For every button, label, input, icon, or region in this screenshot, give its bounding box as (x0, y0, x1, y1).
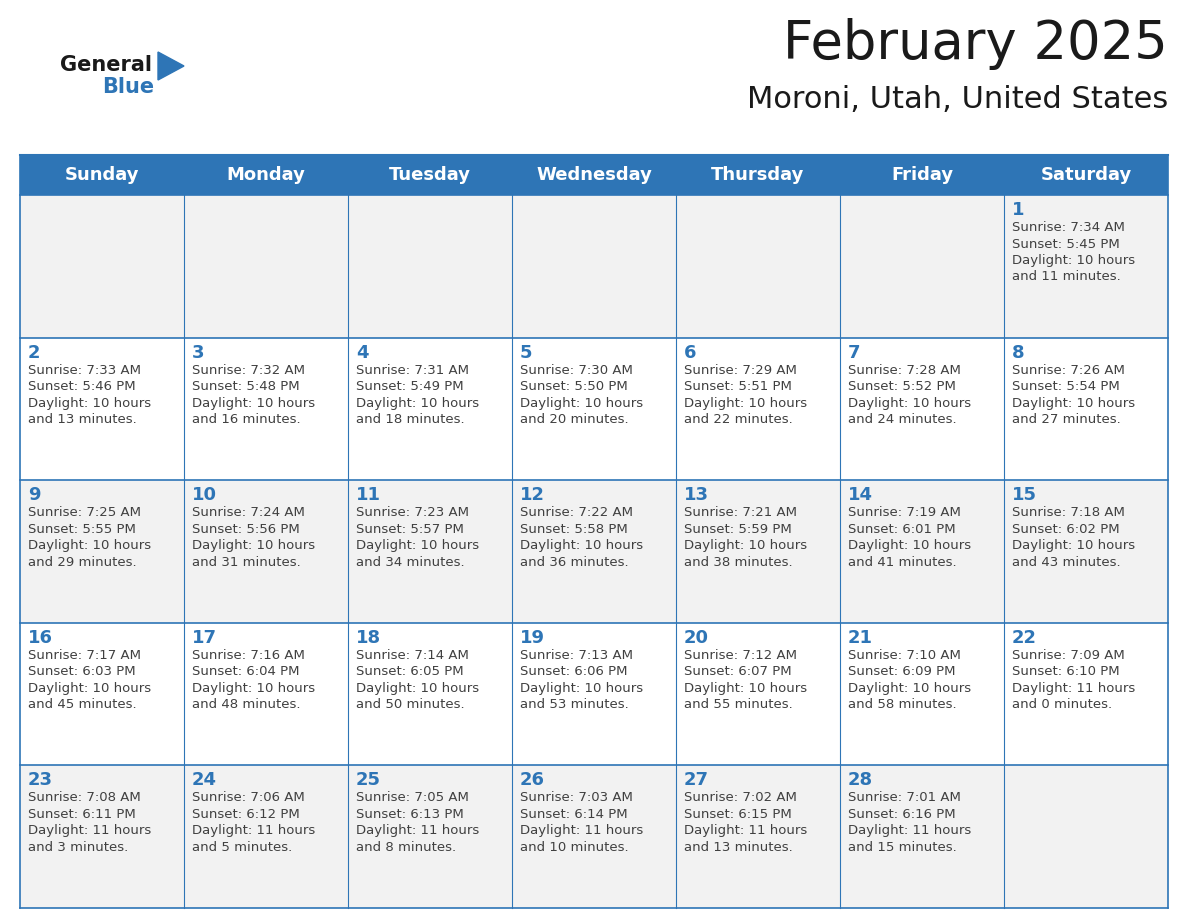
Text: 1: 1 (1012, 201, 1024, 219)
Text: 7: 7 (848, 343, 860, 362)
Text: 4: 4 (356, 343, 368, 362)
Text: Sunrise: 7:17 AM
Sunset: 6:03 PM
Daylight: 10 hours
and 45 minutes.: Sunrise: 7:17 AM Sunset: 6:03 PM Dayligh… (29, 649, 151, 711)
Text: Sunrise: 7:18 AM
Sunset: 6:02 PM
Daylight: 10 hours
and 43 minutes.: Sunrise: 7:18 AM Sunset: 6:02 PM Dayligh… (1012, 506, 1135, 568)
Text: Sunrise: 7:01 AM
Sunset: 6:16 PM
Daylight: 11 hours
and 15 minutes.: Sunrise: 7:01 AM Sunset: 6:16 PM Dayligh… (848, 791, 972, 854)
Text: 12: 12 (520, 487, 545, 504)
Text: 24: 24 (192, 771, 217, 789)
Text: 23: 23 (29, 771, 53, 789)
Text: 14: 14 (848, 487, 873, 504)
Text: General: General (61, 55, 152, 75)
Text: Tuesday: Tuesday (388, 166, 470, 184)
Bar (20, 195, 1168, 338)
Text: 19: 19 (520, 629, 545, 647)
Text: 6: 6 (684, 343, 696, 362)
Text: 17: 17 (192, 629, 217, 647)
Text: 26: 26 (520, 771, 545, 789)
Text: 20: 20 (684, 629, 709, 647)
Text: 10: 10 (192, 487, 217, 504)
Text: Sunrise: 7:28 AM
Sunset: 5:52 PM
Daylight: 10 hours
and 24 minutes.: Sunrise: 7:28 AM Sunset: 5:52 PM Dayligh… (848, 364, 971, 426)
Text: 27: 27 (684, 771, 709, 789)
Text: Sunrise: 7:10 AM
Sunset: 6:09 PM
Daylight: 10 hours
and 58 minutes.: Sunrise: 7:10 AM Sunset: 6:09 PM Dayligh… (848, 649, 971, 711)
Text: Sunrise: 7:25 AM
Sunset: 5:55 PM
Daylight: 10 hours
and 29 minutes.: Sunrise: 7:25 AM Sunset: 5:55 PM Dayligh… (29, 506, 151, 568)
Text: 13: 13 (684, 487, 709, 504)
Text: Sunrise: 7:14 AM
Sunset: 6:05 PM
Daylight: 10 hours
and 50 minutes.: Sunrise: 7:14 AM Sunset: 6:05 PM Dayligh… (356, 649, 479, 711)
Text: Sunrise: 7:19 AM
Sunset: 6:01 PM
Daylight: 10 hours
and 41 minutes.: Sunrise: 7:19 AM Sunset: 6:01 PM Dayligh… (848, 506, 971, 568)
Text: February 2025: February 2025 (783, 18, 1168, 70)
Bar (20, 480, 1168, 622)
Text: Wednesday: Wednesday (536, 166, 652, 184)
Text: Sunrise: 7:12 AM
Sunset: 6:07 PM
Daylight: 10 hours
and 55 minutes.: Sunrise: 7:12 AM Sunset: 6:07 PM Dayligh… (684, 649, 807, 711)
Text: 28: 28 (848, 771, 873, 789)
Text: Sunrise: 7:21 AM
Sunset: 5:59 PM
Daylight: 10 hours
and 38 minutes.: Sunrise: 7:21 AM Sunset: 5:59 PM Dayligh… (684, 506, 807, 568)
Text: Sunrise: 7:22 AM
Sunset: 5:58 PM
Daylight: 10 hours
and 36 minutes.: Sunrise: 7:22 AM Sunset: 5:58 PM Dayligh… (520, 506, 643, 568)
Text: 2: 2 (29, 343, 40, 362)
Text: Thursday: Thursday (712, 166, 804, 184)
Bar (20, 338, 1168, 480)
Text: 8: 8 (1012, 343, 1024, 362)
Text: 18: 18 (356, 629, 381, 647)
Bar (20, 155, 1168, 195)
Text: Sunrise: 7:30 AM
Sunset: 5:50 PM
Daylight: 10 hours
and 20 minutes.: Sunrise: 7:30 AM Sunset: 5:50 PM Dayligh… (520, 364, 643, 426)
Text: Sunrise: 7:16 AM
Sunset: 6:04 PM
Daylight: 10 hours
and 48 minutes.: Sunrise: 7:16 AM Sunset: 6:04 PM Dayligh… (192, 649, 315, 711)
Text: 25: 25 (356, 771, 381, 789)
Text: Sunrise: 7:29 AM
Sunset: 5:51 PM
Daylight: 10 hours
and 22 minutes.: Sunrise: 7:29 AM Sunset: 5:51 PM Dayligh… (684, 364, 807, 426)
Text: Sunrise: 7:03 AM
Sunset: 6:14 PM
Daylight: 11 hours
and 10 minutes.: Sunrise: 7:03 AM Sunset: 6:14 PM Dayligh… (520, 791, 643, 854)
Text: Sunrise: 7:06 AM
Sunset: 6:12 PM
Daylight: 11 hours
and 5 minutes.: Sunrise: 7:06 AM Sunset: 6:12 PM Dayligh… (192, 791, 315, 854)
Text: Sunday: Sunday (65, 166, 139, 184)
Text: Sunrise: 7:26 AM
Sunset: 5:54 PM
Daylight: 10 hours
and 27 minutes.: Sunrise: 7:26 AM Sunset: 5:54 PM Dayligh… (1012, 364, 1135, 426)
Text: 5: 5 (520, 343, 532, 362)
Text: Moroni, Utah, United States: Moroni, Utah, United States (747, 85, 1168, 114)
Text: 21: 21 (848, 629, 873, 647)
Text: 15: 15 (1012, 487, 1037, 504)
Text: Sunrise: 7:24 AM
Sunset: 5:56 PM
Daylight: 10 hours
and 31 minutes.: Sunrise: 7:24 AM Sunset: 5:56 PM Dayligh… (192, 506, 315, 568)
Text: Sunrise: 7:02 AM
Sunset: 6:15 PM
Daylight: 11 hours
and 13 minutes.: Sunrise: 7:02 AM Sunset: 6:15 PM Dayligh… (684, 791, 808, 854)
Text: Friday: Friday (891, 166, 953, 184)
Text: 3: 3 (192, 343, 204, 362)
Text: 11: 11 (356, 487, 381, 504)
Text: Sunrise: 7:05 AM
Sunset: 6:13 PM
Daylight: 11 hours
and 8 minutes.: Sunrise: 7:05 AM Sunset: 6:13 PM Dayligh… (356, 791, 479, 854)
Text: 9: 9 (29, 487, 40, 504)
Text: Monday: Monday (227, 166, 305, 184)
Polygon shape (158, 52, 184, 80)
Text: Sunrise: 7:13 AM
Sunset: 6:06 PM
Daylight: 10 hours
and 53 minutes.: Sunrise: 7:13 AM Sunset: 6:06 PM Dayligh… (520, 649, 643, 711)
Bar (20, 622, 1168, 766)
Text: Sunrise: 7:34 AM
Sunset: 5:45 PM
Daylight: 10 hours
and 11 minutes.: Sunrise: 7:34 AM Sunset: 5:45 PM Dayligh… (1012, 221, 1135, 284)
Text: Sunrise: 7:32 AM
Sunset: 5:48 PM
Daylight: 10 hours
and 16 minutes.: Sunrise: 7:32 AM Sunset: 5:48 PM Dayligh… (192, 364, 315, 426)
Text: Sunrise: 7:33 AM
Sunset: 5:46 PM
Daylight: 10 hours
and 13 minutes.: Sunrise: 7:33 AM Sunset: 5:46 PM Dayligh… (29, 364, 151, 426)
Text: Sunrise: 7:23 AM
Sunset: 5:57 PM
Daylight: 10 hours
and 34 minutes.: Sunrise: 7:23 AM Sunset: 5:57 PM Dayligh… (356, 506, 479, 568)
Text: 22: 22 (1012, 629, 1037, 647)
Text: Sunrise: 7:09 AM
Sunset: 6:10 PM
Daylight: 11 hours
and 0 minutes.: Sunrise: 7:09 AM Sunset: 6:10 PM Dayligh… (1012, 649, 1136, 711)
Text: Sunrise: 7:08 AM
Sunset: 6:11 PM
Daylight: 11 hours
and 3 minutes.: Sunrise: 7:08 AM Sunset: 6:11 PM Dayligh… (29, 791, 151, 854)
Text: 16: 16 (29, 629, 53, 647)
Text: Saturday: Saturday (1041, 166, 1132, 184)
Bar (20, 766, 1168, 908)
Text: Sunrise: 7:31 AM
Sunset: 5:49 PM
Daylight: 10 hours
and 18 minutes.: Sunrise: 7:31 AM Sunset: 5:49 PM Dayligh… (356, 364, 479, 426)
Text: Blue: Blue (102, 77, 154, 97)
